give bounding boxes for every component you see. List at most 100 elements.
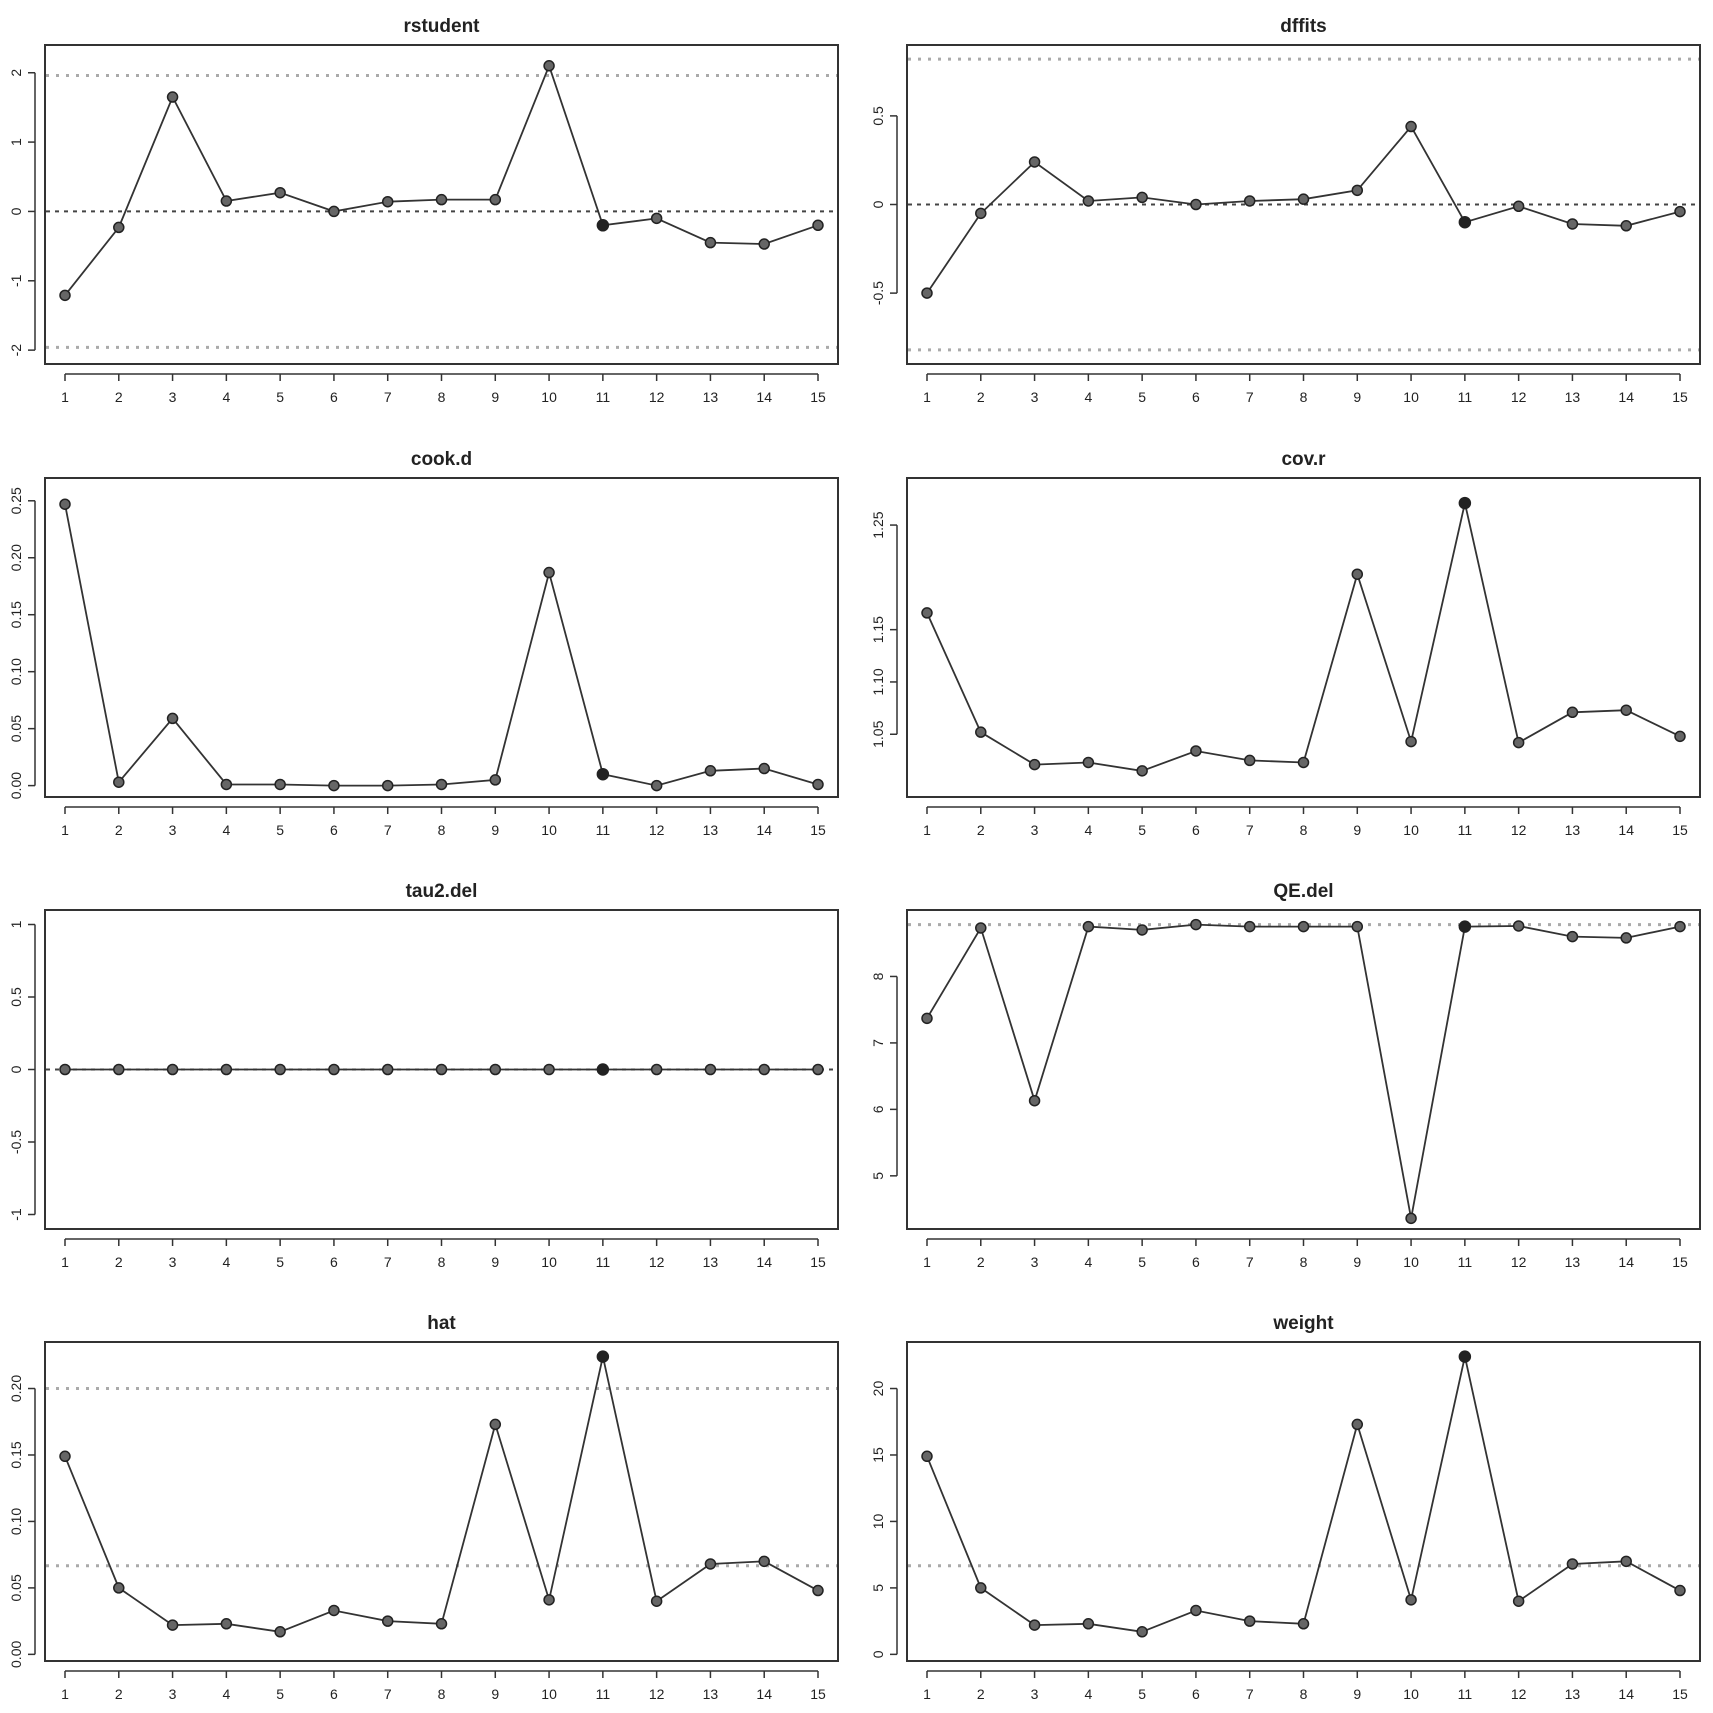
cook-d-y-tick-label: 0.20 — [8, 544, 24, 571]
hat-point-7 — [381, 1615, 394, 1627]
rstudent-x-tick-label: 15 — [810, 389, 826, 405]
cook-d-point-8 — [435, 778, 448, 791]
cov-r-point-2 — [975, 726, 987, 738]
cook-d-x-tick-label: 1 — [61, 822, 69, 838]
tau2-del-x-tick-label: 2 — [115, 1254, 123, 1270]
weight-point-8 — [1297, 1618, 1310, 1630]
qe-del-point-6 — [1190, 918, 1202, 931]
tau2-del-point-15 — [812, 1063, 824, 1076]
rstudent-point-7 — [381, 195, 394, 208]
tau2-del-y-tick-label: -0.5 — [8, 1130, 24, 1154]
hat-x-tick-label: 11 — [596, 1686, 611, 1702]
tau2-del-point-14 — [758, 1063, 770, 1076]
dffits-point-11 — [1458, 215, 1472, 229]
hat-point-13 — [704, 1558, 717, 1570]
cov-r-point-7 — [1243, 754, 1256, 767]
cov-r-point-10 — [1405, 735, 1417, 748]
dffits-y-tick-label: 0 — [870, 200, 886, 208]
dffits-x-tick-label: 5 — [1138, 389, 1146, 405]
hat-point-9 — [489, 1418, 502, 1431]
cook-d-point-4 — [220, 778, 233, 791]
rstudent-x-tick-label: 14 — [756, 389, 772, 405]
cook-d-y-tick-label: 0.10 — [8, 658, 24, 685]
weight-x-tick-label: 10 — [1403, 1686, 1419, 1702]
rstudent-y-tick-label: 1 — [8, 138, 24, 146]
weight-x-tick-label: 5 — [1138, 1686, 1146, 1702]
dffits-point-12 — [1512, 200, 1525, 213]
qe-del-x-tick-label: 1 — [923, 1254, 931, 1270]
qe-del-x-tick-label: 7 — [1246, 1254, 1254, 1270]
dffits-x-tick-label: 3 — [1031, 389, 1039, 405]
dffits-x-tick-label: 1 — [923, 389, 931, 405]
tau2-del-point-9 — [489, 1063, 502, 1076]
qe-del-point-3 — [1028, 1094, 1041, 1107]
dffits-point-7 — [1243, 195, 1256, 207]
cov-r-y-tick-label: 1.15 — [870, 616, 886, 643]
cov-r-point-5 — [1136, 765, 1148, 777]
cov-r-y-tick-label: 1.25 — [870, 511, 886, 538]
tau2-del-y-tick-label: -1 — [8, 1208, 24, 1221]
weight-x-tick-label: 3 — [1031, 1686, 1039, 1702]
qe-del-x-tick-label: 9 — [1353, 1254, 1361, 1270]
dffits-x-tick-label: 13 — [1565, 389, 1581, 405]
cov-r-x-tick-label: 11 — [1458, 822, 1473, 838]
cov-r-y-tick-label: 1.10 — [870, 668, 886, 695]
cook-d-point-6 — [328, 779, 340, 792]
qe-del-point-12 — [1512, 920, 1525, 932]
dffits-x-tick-label: 7 — [1246, 389, 1254, 405]
qe-del-y-tick-label: 7 — [870, 1039, 886, 1047]
weight-x-tick-label: 2 — [977, 1686, 985, 1702]
rstudent-x-tick-label: 6 — [330, 389, 338, 405]
cook-d-x-tick-label: 6 — [330, 822, 338, 838]
rstudent-series-line — [64, 63, 819, 296]
hat-y-tick-label: 0.05 — [8, 1574, 24, 1601]
weight-plot-frame — [906, 1341, 1701, 1662]
qe-del-point-13 — [1566, 930, 1579, 943]
cook-d-x-tick-label: 7 — [384, 822, 392, 838]
qe-del-x-tick-label: 14 — [1618, 1254, 1634, 1270]
cook-d-x-tick-label: 13 — [703, 822, 719, 838]
cook-d-x-tick-label: 14 — [756, 822, 772, 838]
dffits-point-8 — [1297, 193, 1310, 205]
tau2-del-x-tick-label: 8 — [438, 1254, 446, 1270]
weight-series-line — [926, 1356, 1681, 1633]
rstudent-point-3 — [166, 91, 179, 103]
hat-point-12 — [650, 1595, 663, 1607]
cov-r-point-3 — [1028, 758, 1041, 771]
qe-del-y-tick-label: 5 — [870, 1172, 886, 1180]
cook-d-point-14 — [758, 762, 770, 775]
weight-y-tick-label: 5 — [870, 1584, 886, 1592]
dffits-x-tick-label: 12 — [1511, 389, 1527, 405]
rstudent-point-11 — [596, 219, 610, 232]
cook-d-point-3 — [166, 712, 179, 725]
weight-point-11 — [1458, 1350, 1472, 1363]
weight-point-5 — [1136, 1626, 1148, 1638]
hat-x-tick-label: 14 — [756, 1686, 772, 1702]
dffits-x-tick-label: 2 — [977, 389, 985, 405]
qe-del-point-11 — [1458, 920, 1472, 933]
dffits-x-tick-label: 4 — [1084, 389, 1092, 405]
qe-del-x-tick-label: 12 — [1511, 1254, 1527, 1270]
weight-x-tick-label: 14 — [1618, 1686, 1634, 1702]
tau2-del-point-3 — [166, 1063, 179, 1076]
rstudent-x-tick-label: 9 — [491, 389, 499, 405]
cov-r-series-line — [926, 502, 1681, 772]
cov-r-point-8 — [1297, 756, 1310, 769]
tau2-del-x-tick-label: 13 — [703, 1254, 719, 1270]
qe-del-series-line — [926, 923, 1681, 1219]
weight-x-tick-label: 15 — [1672, 1686, 1688, 1702]
dffits-x-tick-label: 8 — [1300, 389, 1308, 405]
rstudent-y-tick-label: 0 — [8, 207, 24, 215]
dffits-point-5 — [1136, 191, 1148, 204]
qe-del-x-tick-label: 5 — [1138, 1254, 1146, 1270]
hat-series-line — [64, 1356, 819, 1633]
tau2-del-x-tick-label: 12 — [649, 1254, 665, 1270]
cov-r-title: cov.r — [1281, 449, 1326, 470]
cook-d-y-tick-label: 0.00 — [8, 772, 24, 799]
weight-point-12 — [1512, 1595, 1525, 1607]
weight-point-9 — [1351, 1418, 1364, 1431]
rstudent-x-tick-label: 10 — [541, 389, 557, 405]
hat-x-tick-label: 15 — [810, 1686, 826, 1702]
hat-point-6 — [328, 1604, 340, 1617]
weight-point-10 — [1405, 1594, 1417, 1606]
